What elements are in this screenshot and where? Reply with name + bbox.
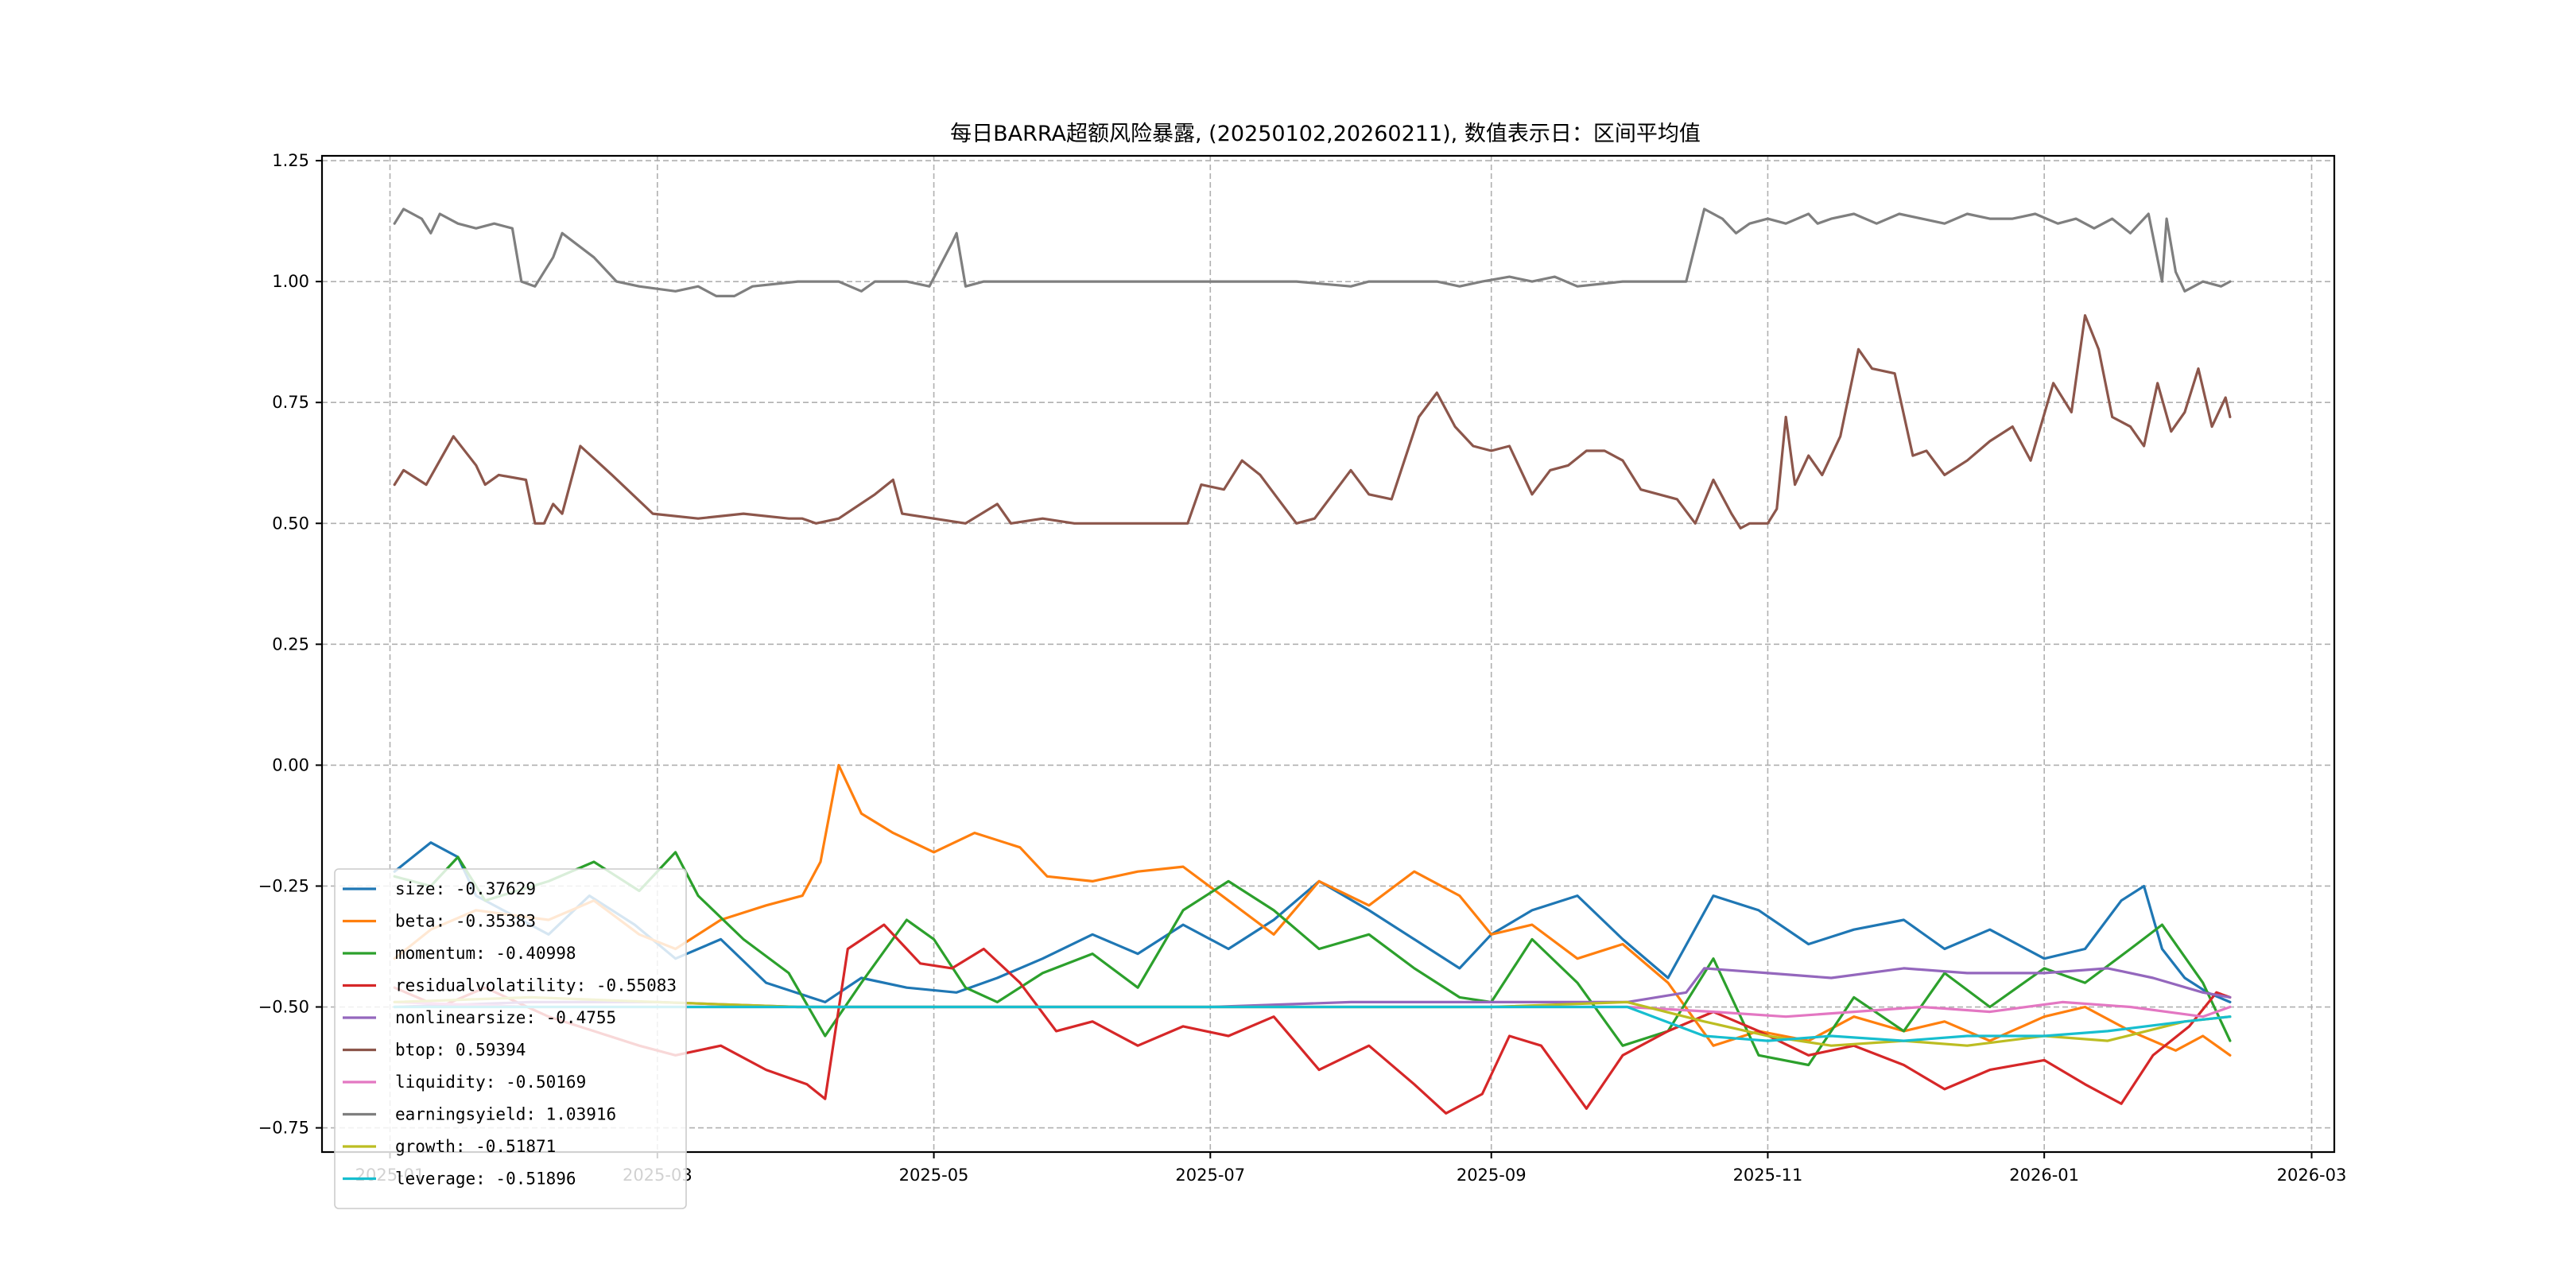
x-tick-label: 2026-03	[2277, 1166, 2347, 1185]
x-tick-label: 2025-11	[1733, 1166, 1803, 1185]
series-line-beta	[393, 763, 2232, 1057]
y-tick-label: 1.00	[272, 272, 309, 291]
legend-label-growth: growth: -0.51871	[395, 1137, 556, 1156]
y-tick-label: 1.25	[272, 151, 309, 170]
series-line-residualvolatility	[393, 923, 2232, 1115]
y-tick-label: 0.75	[272, 393, 309, 412]
y-tick-label: −0.75	[258, 1119, 309, 1138]
series-line-earningsyield	[393, 208, 2232, 297]
y-tick-label: −0.50	[258, 998, 309, 1017]
series-line-momentum	[393, 851, 2232, 1067]
legend-label-nonlinearsize: nonlinearsize: -0.4755	[395, 1008, 616, 1027]
legend-label-liquidity: liquidity: -0.50169	[395, 1073, 586, 1092]
series-line-btop	[393, 314, 2232, 530]
legend: size: -0.37629 beta: -0.35383 momentum: -0…	[334, 868, 687, 1209]
legend-label-beta: beta: -0.35383	[395, 912, 536, 931]
chart-title: 每日BARRA超额风险暴露, (20250102,20260211), 数值表示…	[950, 122, 1701, 146]
legend-label-size: size: -0.37629	[395, 879, 536, 898]
series-group	[393, 208, 2232, 1115]
legend-label-earningsyield: earningsyield: 1.03916	[395, 1105, 616, 1124]
legend-label-residualvolatility: residualvolatility: -0.55083	[395, 976, 677, 995]
x-tick-label: 2025-07	[1175, 1166, 1245, 1185]
legend-label-btop: btop: 0.59394	[395, 1041, 526, 1060]
legend-box	[334, 868, 687, 1209]
legend-label-leverage: leverage: -0.51896	[395, 1170, 576, 1189]
y-tick-label: −0.25	[258, 876, 309, 895]
series-line-leverage	[393, 1005, 2232, 1042]
plot-frame	[320, 154, 2336, 1154]
x-tick-label: 2025-09	[1457, 1166, 1527, 1185]
x-tick-label: 2026-01	[2009, 1166, 2079, 1185]
legend-label-momentum: momentum: -0.40998	[395, 944, 576, 963]
y-tick-label: 0.25	[272, 634, 309, 654]
series-line-size	[393, 841, 2232, 1003]
x-tick-label: 2025-05	[899, 1166, 969, 1185]
y-tick-label: 0.50	[272, 514, 309, 533]
y-tick-label: 0.00	[272, 755, 309, 774]
